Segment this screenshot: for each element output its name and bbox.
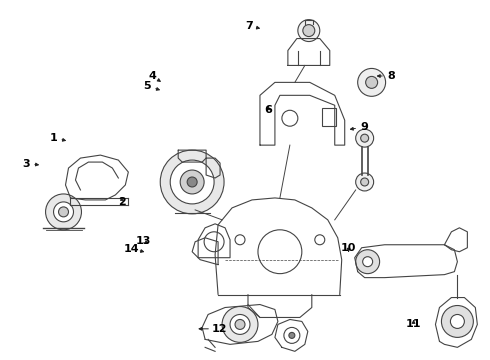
Circle shape (363, 257, 372, 267)
Circle shape (222, 306, 258, 342)
Circle shape (358, 68, 386, 96)
Text: 6: 6 (265, 105, 272, 115)
Circle shape (258, 230, 302, 274)
Text: 7: 7 (245, 21, 253, 31)
Circle shape (187, 177, 197, 187)
Text: 12: 12 (212, 324, 227, 334)
Circle shape (58, 207, 69, 217)
Text: 4: 4 (148, 71, 156, 81)
Circle shape (160, 150, 224, 214)
Circle shape (204, 232, 224, 252)
Circle shape (46, 194, 81, 230)
Circle shape (361, 134, 368, 142)
Text: 13: 13 (136, 236, 151, 246)
Bar (322, 108, 336, 126)
Circle shape (366, 76, 378, 88)
Circle shape (170, 160, 214, 204)
Circle shape (284, 328, 300, 343)
Circle shape (235, 319, 245, 329)
Circle shape (303, 24, 315, 37)
Text: 2: 2 (118, 197, 126, 207)
Text: 1: 1 (49, 133, 57, 143)
Circle shape (315, 235, 325, 245)
Circle shape (356, 173, 374, 191)
Text: 5: 5 (144, 81, 151, 91)
Circle shape (361, 178, 368, 186)
Circle shape (356, 129, 374, 147)
Circle shape (180, 170, 204, 194)
Text: 11: 11 (406, 319, 421, 329)
Circle shape (441, 306, 473, 337)
Circle shape (298, 20, 320, 41)
Circle shape (230, 315, 250, 334)
Circle shape (356, 250, 380, 274)
Text: 14: 14 (124, 244, 140, 254)
Circle shape (235, 235, 245, 245)
Text: 9: 9 (361, 122, 368, 132)
Circle shape (282, 110, 298, 126)
Text: 3: 3 (22, 158, 30, 168)
Circle shape (289, 332, 295, 338)
Text: 10: 10 (341, 243, 356, 253)
Circle shape (450, 315, 465, 328)
Text: 8: 8 (388, 71, 395, 81)
Circle shape (53, 202, 74, 222)
